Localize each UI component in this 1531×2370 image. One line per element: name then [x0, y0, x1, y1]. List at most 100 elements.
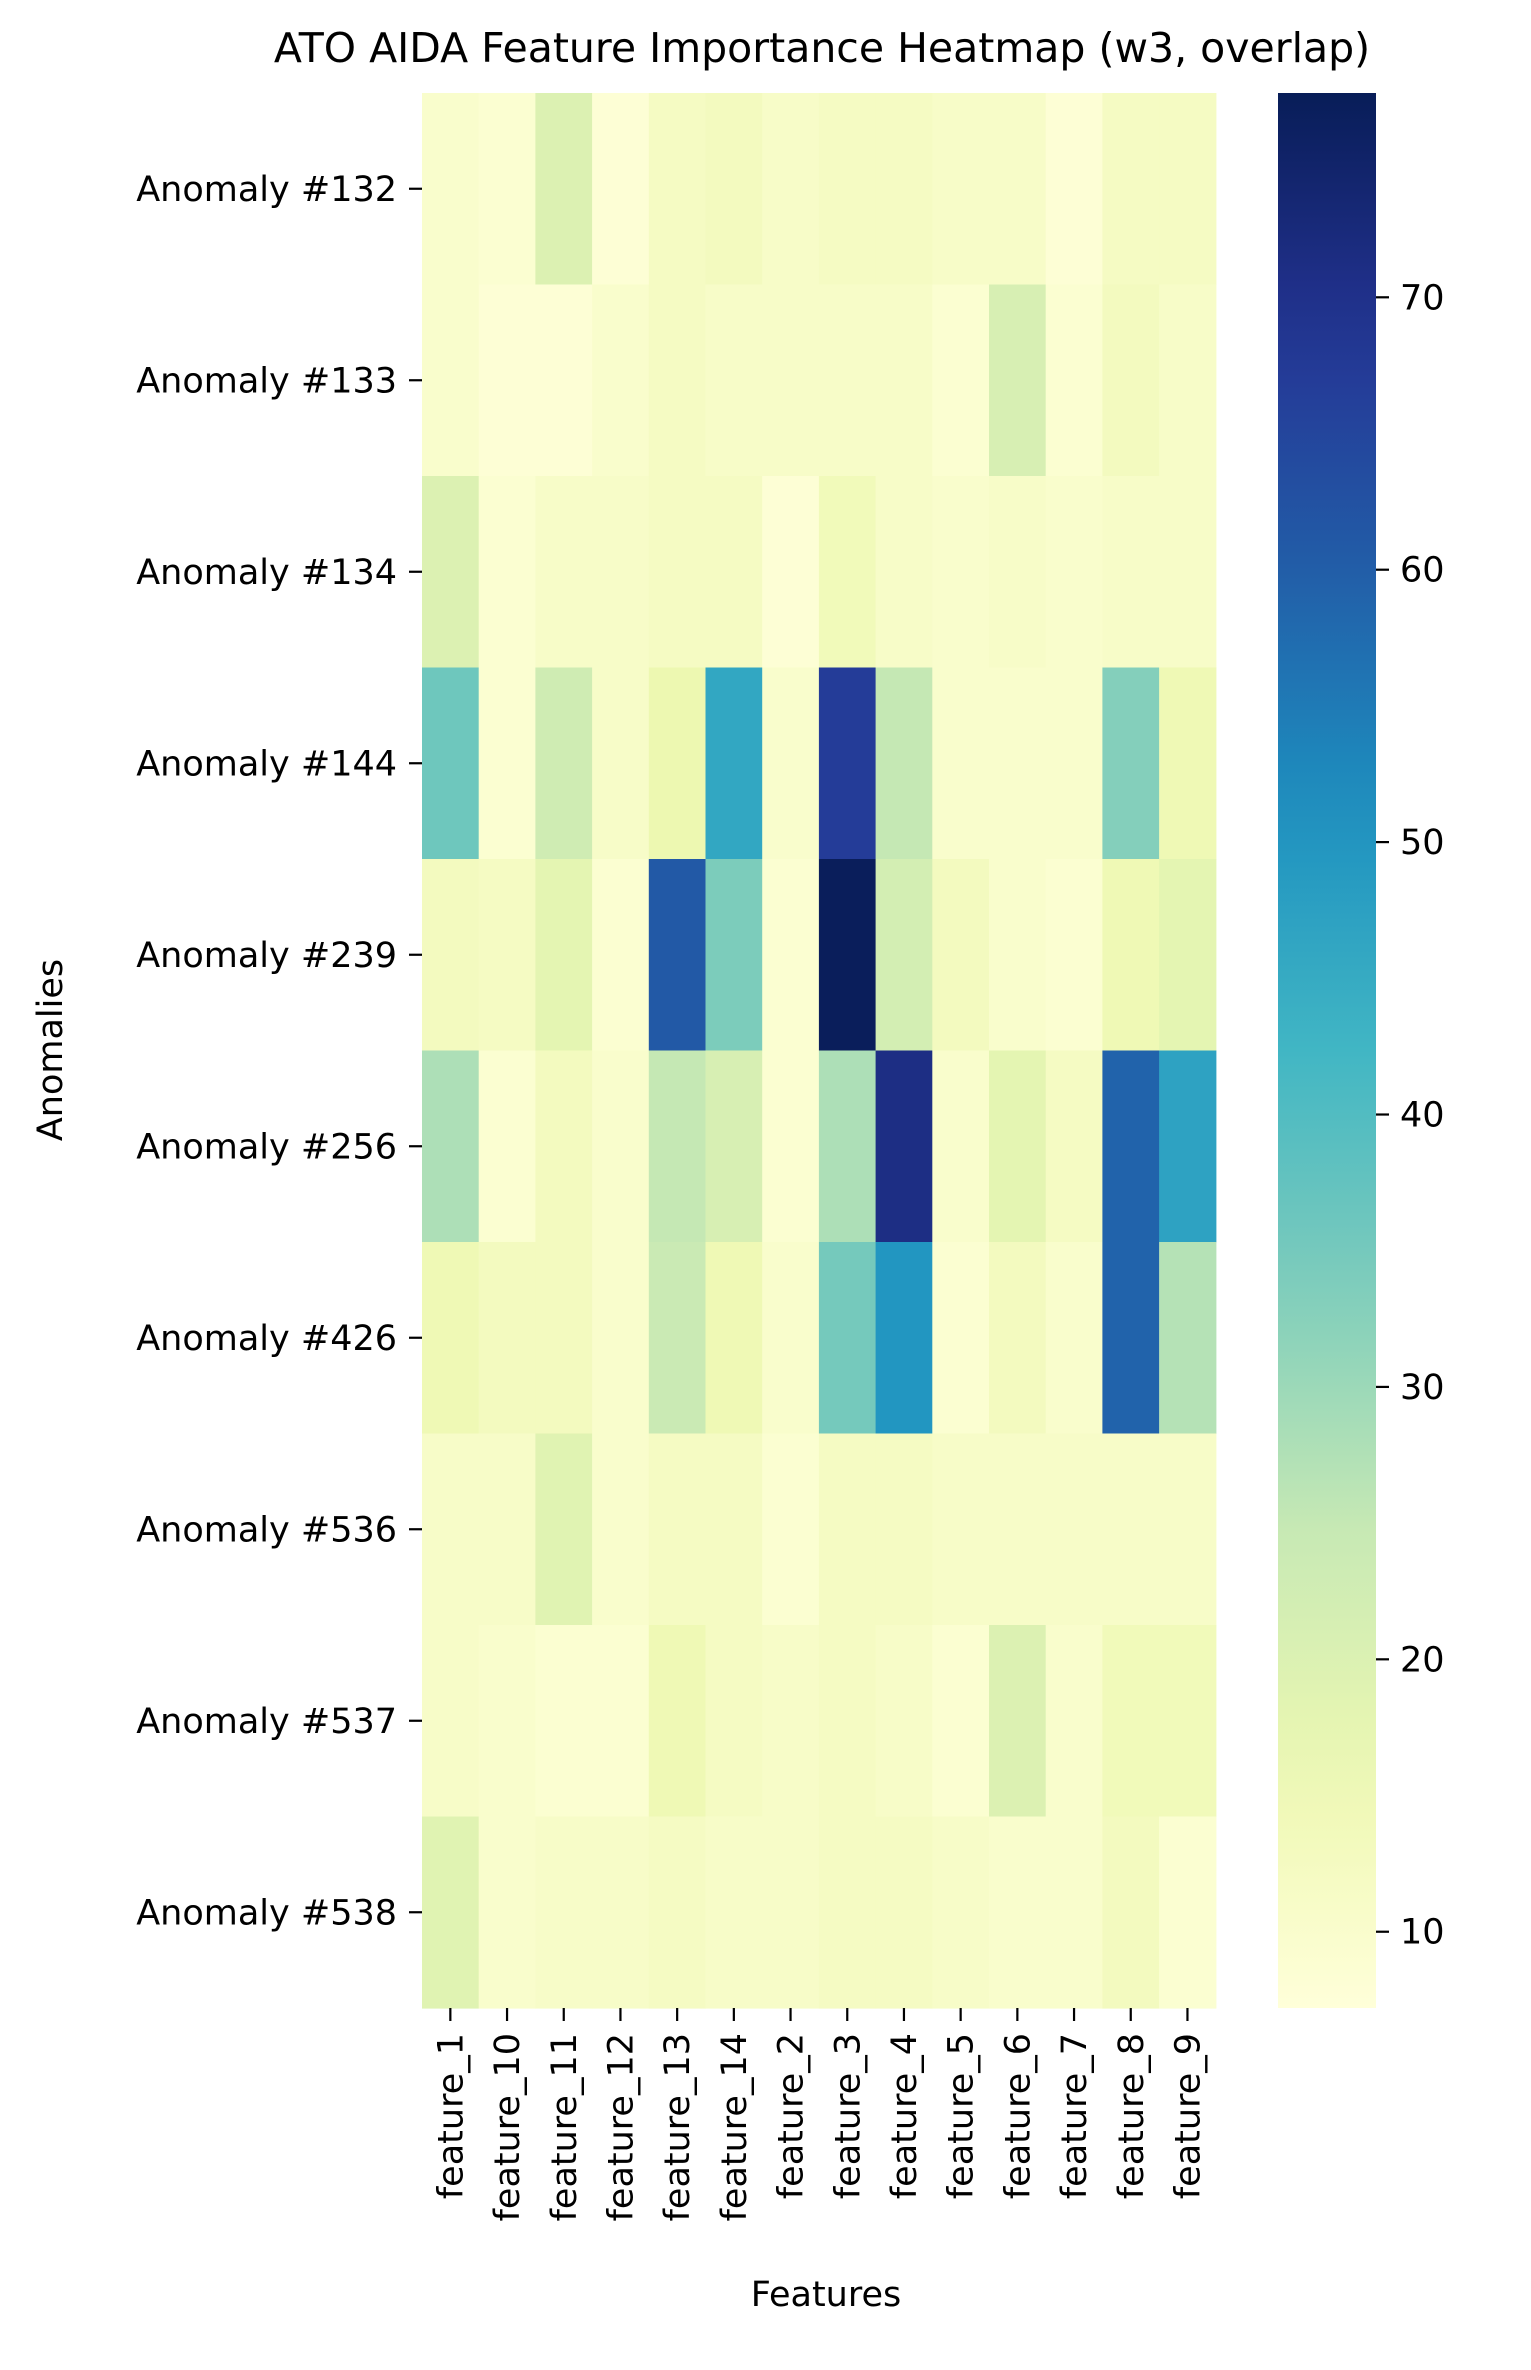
x-tick-label: feature_2 [772, 2033, 812, 2199]
heatmap-cell [762, 1433, 820, 1626]
heatmap-cell [422, 284, 480, 477]
heatmap-cell [1159, 1433, 1217, 1626]
heatmap-cell [932, 93, 990, 286]
x-tick-label: feature_11 [545, 2033, 585, 2221]
heatmap-cell [705, 1242, 763, 1435]
heatmap-cell [478, 1433, 536, 1626]
chart-title: ATO AIDA Feature Importance Heatmap (w3,… [274, 24, 1370, 72]
heatmap-cell [989, 1050, 1047, 1243]
y-tick-label: Anomaly #144 [136, 744, 397, 784]
heatmap-cells [422, 93, 1217, 2009]
heatmap-cell [422, 1816, 480, 2009]
heatmap-cell [648, 1050, 707, 1243]
heatmap-cell [1045, 284, 1103, 477]
heatmap-cell [1102, 1433, 1160, 1626]
heatmap-cell [648, 476, 707, 669]
y-tick-label: Anomaly #426 [136, 1319, 397, 1359]
heatmap-cell [592, 1816, 650, 2009]
colorbar-tick-label: 20 [1400, 1640, 1445, 1680]
heatmap-cell [478, 93, 536, 286]
heatmap-cell [1159, 1050, 1217, 1243]
heatmap-cell [932, 1050, 990, 1243]
heatmap-cell [818, 859, 877, 1052]
heatmap-cell [648, 1433, 707, 1626]
heatmap-cell [422, 93, 480, 286]
heatmap-cell [1159, 859, 1217, 1052]
heatmap-cell [875, 1433, 933, 1626]
heatmap-cell [989, 93, 1047, 286]
heatmap-cell [762, 284, 820, 477]
heatmap-cell [535, 1816, 593, 2009]
colorbar-tick-label: 50 [1400, 823, 1445, 863]
heatmap-cell [762, 1816, 820, 2009]
heatmap-cell [1045, 1050, 1103, 1243]
heatmap-cell [1102, 1050, 1160, 1243]
x-tick-label: feature_8 [1112, 2033, 1152, 2199]
heatmap-cell [478, 1625, 536, 1818]
heatmap-cell [535, 859, 593, 1052]
heatmap-cell [875, 93, 933, 286]
heatmap-cell [422, 859, 480, 1052]
heatmap-cell [478, 667, 536, 860]
heatmap-cell [989, 859, 1047, 1052]
y-tick-label: Anomaly #536 [136, 1510, 397, 1550]
heatmap-cell [648, 284, 707, 477]
heatmap-cell [989, 1816, 1047, 2009]
heatmap-cell [705, 284, 763, 477]
x-tick-label: feature_7 [1055, 2033, 1095, 2199]
heatmap-cell [1045, 1242, 1103, 1435]
heatmap-cell [989, 667, 1047, 860]
heatmap-cell [648, 667, 707, 860]
heatmap-cell [1102, 93, 1160, 286]
heatmap-cell [1045, 667, 1103, 860]
heatmap-cell [1102, 284, 1160, 477]
heatmap-cell [762, 667, 820, 860]
colorbar-tick-label: 30 [1400, 1368, 1445, 1408]
heatmap-cell [705, 1433, 763, 1626]
heatmap-cell [422, 1625, 480, 1818]
heatmap-cell [762, 93, 820, 286]
colorbar-tick-label: 70 [1400, 278, 1445, 318]
heatmap-cell [818, 1050, 877, 1243]
heatmap-cell [932, 1433, 990, 1626]
heatmap-cell [818, 1625, 877, 1818]
heatmap-cell [875, 1050, 933, 1243]
heatmap-cell [1102, 667, 1160, 860]
heatmap-cell [989, 1433, 1047, 1626]
heatmap-cell [1045, 1433, 1103, 1626]
y-tick-label: Anomaly #132 [136, 170, 397, 210]
heatmap-cell [592, 1625, 650, 1818]
x-tick-label: feature_13 [658, 2033, 698, 2221]
y-tick-label: Anomaly #537 [136, 1702, 397, 1742]
colorbar-tick-label: 10 [1400, 1913, 1445, 1953]
y-tick-label: Anomaly #133 [136, 361, 397, 401]
heatmap-cell [875, 1625, 933, 1818]
heatmap-cell [932, 859, 990, 1052]
heatmap-cell [648, 1242, 707, 1435]
heatmap-cell [592, 1242, 650, 1435]
y-tick-label: Anomaly #538 [136, 1893, 397, 1933]
x-tick-label: feature_10 [488, 2033, 528, 2221]
x-axis-label: Features [751, 2275, 902, 2315]
heatmap-cell [875, 859, 933, 1052]
heatmap-cell [932, 667, 990, 860]
heatmap-cell [478, 1242, 536, 1435]
heatmap-cell [818, 476, 877, 669]
heatmap-cell [932, 1816, 990, 2009]
heatmap-cell [1045, 476, 1103, 669]
heatmap-cell [1159, 93, 1217, 286]
x-tick-label: feature_14 [715, 2033, 755, 2221]
heatmap-cell [705, 1050, 763, 1243]
heatmap-cell [762, 859, 820, 1052]
heatmap-cell [705, 859, 763, 1052]
heatmap-cell [422, 476, 480, 669]
heatmap-cell [535, 1050, 593, 1243]
heatmap-cell [989, 1625, 1047, 1818]
heatmap-cell [818, 93, 877, 286]
heatmap-cell [1159, 1625, 1217, 1818]
heatmap-cell [762, 1242, 820, 1435]
heatmap-cell [1045, 93, 1103, 286]
heatmap-cell [932, 284, 990, 477]
heatmap-cell [932, 1242, 990, 1435]
heatmap-cell [648, 1625, 707, 1818]
